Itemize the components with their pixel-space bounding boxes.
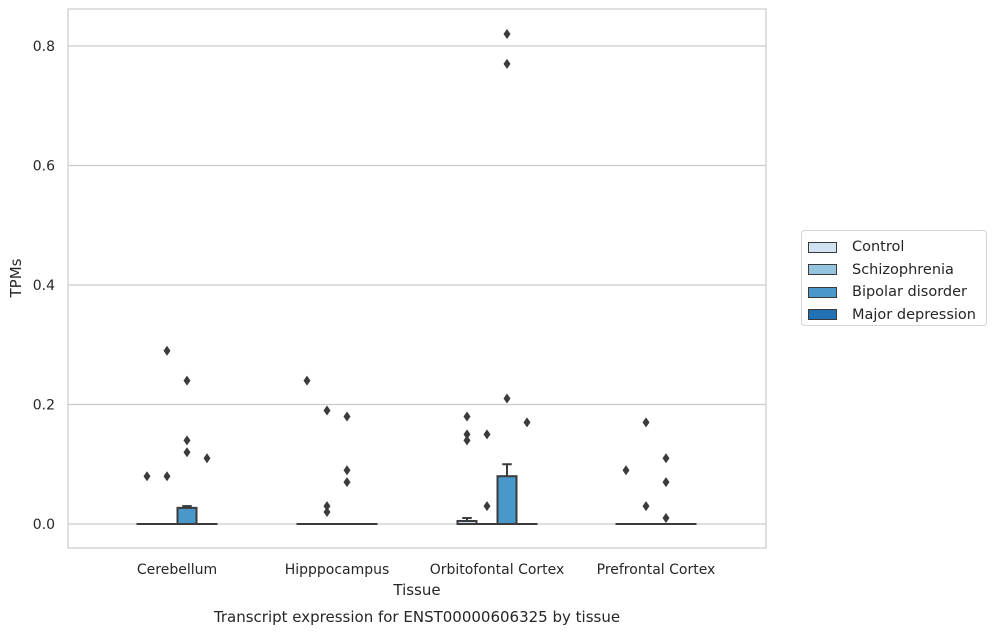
outlier-point	[662, 453, 670, 464]
y-tick-label: 0.8	[33, 39, 55, 55]
x-tick-label: Orbitofontal Cortex	[430, 562, 565, 578]
legend-item-control: Control	[802, 236, 986, 259]
chart-title: Transcript expression for ENST0000060632…	[213, 608, 620, 626]
outlier-point	[183, 435, 191, 446]
outlier-point	[143, 471, 151, 482]
outlier-point	[343, 477, 351, 488]
outlier-point	[503, 58, 511, 69]
legend-label: Control	[852, 239, 905, 256]
outlier-point	[483, 501, 491, 512]
x-axis-label: Tissue	[392, 581, 440, 599]
outlier-point	[642, 417, 650, 428]
outlier-point	[463, 411, 471, 422]
y-axis-label: TPMs	[7, 258, 25, 298]
legend-label: Schizophrenia	[852, 261, 954, 278]
outlier-point	[662, 513, 670, 524]
outlier-point	[343, 465, 351, 476]
outlier-point	[503, 393, 511, 404]
outlier-point	[483, 429, 491, 440]
outlier-point	[323, 507, 331, 518]
outlier-point	[523, 417, 531, 428]
outlier-point	[642, 501, 650, 512]
outlier-point	[463, 435, 471, 446]
outlier-point	[183, 447, 191, 458]
outlier-point	[662, 477, 670, 488]
legend-item-schizophrenia: Schizophrenia	[802, 259, 986, 282]
legend-swatch	[808, 264, 837, 276]
outlier-point	[343, 411, 351, 422]
boxes	[136, 29, 697, 526]
x-tick-label: Cerebellum	[137, 562, 217, 578]
plot-frame	[67, 8, 767, 549]
legend-swatch	[808, 241, 837, 253]
box	[176, 506, 198, 525]
legend-label: Major depression	[852, 306, 976, 323]
outlier-point	[463, 429, 471, 440]
outlier-point	[503, 29, 511, 40]
outlier-point	[323, 501, 331, 512]
legend-item-major-depression: Major depression	[802, 304, 986, 327]
tick-labels: 0.0 0.2 0.4 0.6 0.8 Cerebellum Hipppocampus Orb…	[33, 39, 716, 578]
y-tick-label: 0.2	[33, 398, 55, 414]
outlier-point	[203, 453, 211, 464]
grid-lines	[68, 45, 766, 525]
outlier-point	[303, 375, 311, 386]
outlier-point	[163, 471, 171, 482]
y-tick-label: 0.0	[33, 517, 55, 533]
y-tick-label: 0.4	[33, 278, 55, 294]
legend-item-bipolar-disorder: Bipolar disorder	[802, 281, 986, 304]
outlier-point	[183, 375, 191, 386]
outlier-point	[163, 345, 171, 356]
y-tick-label: 0.6	[33, 159, 55, 175]
x-tick-label: Prefrontal Cortex	[597, 562, 716, 578]
legend-swatch	[808, 309, 837, 321]
legend: Control Schizophrenia Bipolar disorder M…	[801, 230, 987, 326]
legend-swatch	[808, 286, 837, 298]
x-tick-label: Hipppocampus	[285, 562, 390, 578]
outlier-point	[323, 405, 331, 416]
box	[496, 475, 518, 526]
legend-label: Bipolar disorder	[852, 284, 967, 301]
outlier-point	[622, 465, 630, 476]
